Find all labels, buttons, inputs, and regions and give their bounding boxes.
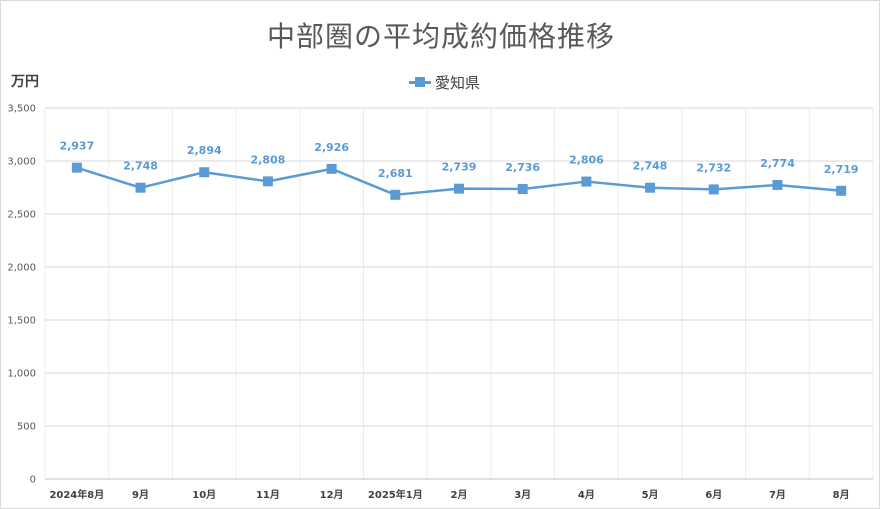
data-point-marker	[454, 183, 464, 194]
y-tick-label: 1,500	[7, 316, 36, 327]
x-tick-label: 9月	[132, 489, 149, 501]
data-point-marker	[836, 185, 847, 196]
x-tick-label: 5月	[642, 489, 659, 501]
x-tick-label: 2月	[451, 489, 468, 501]
y-tick-label: 2,000	[7, 263, 36, 274]
data-point-marker	[199, 167, 210, 178]
x-tick-label: 6月	[705, 489, 722, 501]
y-tick-label: 2,500	[7, 210, 36, 221]
x-tick-label: 2024年8月	[49, 488, 104, 501]
x-tick-label: 7月	[769, 489, 786, 501]
data-label: 2,681	[378, 167, 413, 180]
y-tick-label: 3,500	[7, 104, 36, 115]
data-label: 2,806	[569, 154, 604, 167]
data-label: 2,926	[314, 141, 349, 154]
x-tick-label: 4月	[578, 489, 595, 501]
data-label: 2,732	[696, 161, 731, 174]
x-tick-label: 12月	[320, 489, 344, 501]
data-label: 2,894	[187, 144, 222, 157]
data-point-marker	[135, 182, 146, 193]
data-point-marker	[772, 179, 783, 190]
data-point-marker	[326, 163, 337, 174]
y-axis-unit-label: 万円	[11, 74, 39, 90]
data-point-marker	[708, 184, 719, 195]
data-point-marker	[390, 189, 401, 200]
x-tick-label: 10月	[192, 489, 216, 501]
data-label: 2,736	[505, 161, 540, 174]
chart-title: 中部圏の平均成約価格推移	[266, 20, 615, 53]
x-tick-label: 2025年1月	[368, 488, 423, 501]
data-point-marker	[262, 176, 273, 187]
data-label: 2,739	[442, 161, 477, 174]
data-label: 2,748	[123, 160, 158, 173]
x-tick-label: 8月	[833, 489, 850, 501]
data-label: 2,719	[824, 163, 859, 176]
data-point-marker	[645, 182, 656, 193]
x-tick-label: 11月	[256, 489, 280, 501]
y-tick-label: 1,000	[7, 369, 36, 380]
data-label: 2,748	[633, 160, 668, 173]
data-label: 2,808	[251, 153, 286, 166]
legend-label: 愛知県	[435, 73, 481, 92]
x-tick-label: 3月	[514, 489, 531, 501]
legend: 愛知県	[409, 73, 481, 92]
y-tick-label: 0	[30, 475, 36, 486]
data-point-marker	[517, 183, 528, 194]
data-label: 2,774	[760, 157, 795, 170]
data-label: 2,937	[59, 140, 94, 153]
data-point-marker	[71, 162, 82, 173]
y-tick-label: 500	[17, 422, 36, 433]
y-tick-label: 3,000	[7, 157, 36, 168]
data-point-marker	[581, 176, 592, 187]
legend-swatch-icon	[409, 73, 431, 91]
